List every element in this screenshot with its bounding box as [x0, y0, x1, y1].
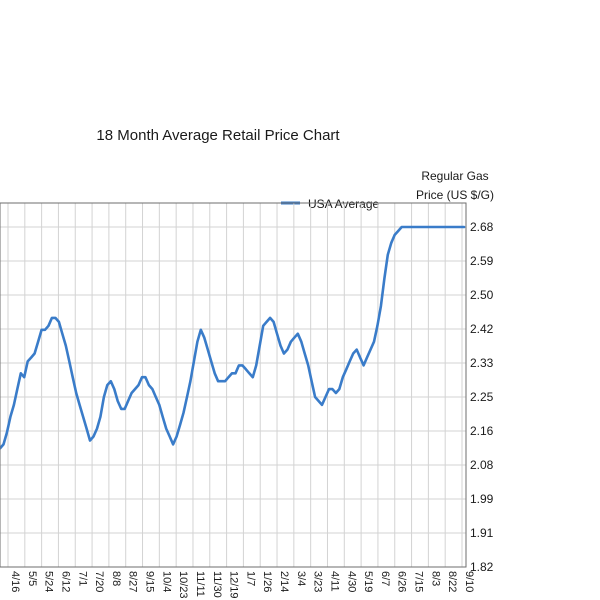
y-tick-label: 2.50: [470, 288, 494, 302]
x-tick-label: 4/11: [328, 571, 340, 592]
x-tick-label: 8/22: [446, 571, 458, 592]
y-axis-label-line1: Regular Gas: [421, 169, 488, 183]
x-tick-label: 10/4: [160, 571, 172, 592]
x-tick-label: 8/8: [110, 571, 122, 586]
y-tick-label: 2.25: [470, 390, 494, 404]
grid: [0, 203, 466, 568]
y-tick-label: 1.82: [470, 560, 494, 574]
x-tick-label: 7/1: [76, 571, 88, 586]
y-axis-label-line2: Price (US $/G): [416, 188, 494, 202]
x-tick-label: 3/4: [295, 571, 307, 586]
y-tick-label: 2.68: [470, 220, 494, 234]
series-points: [0, 226, 465, 449]
x-tick-label: 5/5: [26, 571, 38, 586]
x-tick-label: 4/30: [345, 571, 357, 592]
x-tick-label: 6/26: [396, 571, 408, 592]
x-tick-label: 9/10: [463, 571, 475, 592]
x-tick-label: 8/3: [429, 571, 441, 586]
plot-frame: [0, 202, 467, 568]
x-tick-label: 1/26: [261, 571, 273, 592]
x-tick-label: 1/7: [244, 571, 256, 586]
x-tick-label: 9/15: [144, 571, 156, 592]
y-axis-ticks: 2.68 2.59 2.50 2.42 2.33 2.25 2.16 2.08 1.99 1.91…: [470, 220, 494, 574]
y-tick-label: 1.99: [470, 492, 494, 506]
x-tick-label: 5/24: [43, 571, 55, 592]
y-tick-label: 2.33: [470, 356, 494, 370]
x-tick-label: 3/23: [312, 571, 324, 592]
legend: USA Average: [281, 197, 379, 211]
y-tick-label: 2.08: [470, 458, 494, 472]
x-tick-label: 5/19: [362, 571, 374, 592]
x-axis-ticks: 4/16 5/5 5/24 6/12 7/1 7/20 8/8 8/27 9/15 10/4 10/…: [9, 571, 475, 599]
x-tick-label: 10/23: [177, 571, 189, 599]
legend-label: USA Average: [308, 197, 379, 211]
chart-title: 18 Month Average Retail Price Chart: [96, 127, 340, 144]
x-tick-label: 8/27: [127, 571, 139, 592]
x-tick-label: 2/14: [278, 571, 290, 592]
x-tick-label: 6/12: [59, 571, 71, 592]
x-tick-label: 4/16: [9, 571, 21, 592]
y-tick-label: 2.16: [470, 424, 494, 438]
y-tick-label: 1.91: [470, 526, 494, 540]
y-tick-label: 2.59: [470, 254, 494, 268]
y-tick-label: 2.42: [470, 322, 494, 336]
series-line-usa-average: [0, 225, 466, 450]
x-tick-label: 12/19: [228, 571, 240, 599]
x-tick-label: 6/7: [379, 571, 391, 586]
x-tick-label: 7/20: [93, 571, 105, 592]
x-tick-label: 7/15: [413, 571, 425, 592]
x-tick-label: 11/11: [194, 571, 206, 597]
x-tick-label: 11/30: [211, 571, 223, 598]
